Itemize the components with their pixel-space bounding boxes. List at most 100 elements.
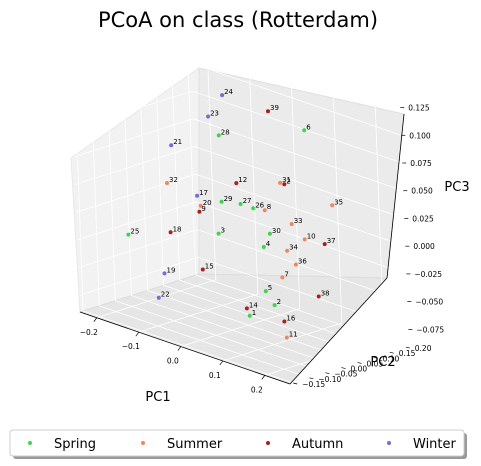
- legend-label: Spring: [54, 437, 96, 452]
- legend-box: [9, 429, 465, 457]
- legend-label: Winter: [413, 437, 457, 452]
- y-tick-mark: [309, 377, 314, 380]
- scatter-point: [266, 109, 270, 114]
- legend-label: Summer: [167, 437, 223, 452]
- point-label: 17: [199, 189, 208, 197]
- scatter-point: [285, 248, 290, 253]
- scatter-point: [282, 319, 287, 324]
- scatter-point: [220, 93, 225, 98]
- scatter-point: [169, 143, 174, 148]
- z-axis-line: [386, 113, 405, 279]
- point-label: 2: [277, 298, 281, 306]
- scatter-point: [216, 231, 221, 236]
- scatter-point: [302, 237, 307, 242]
- scatter-point: [263, 289, 268, 294]
- scatter-point: [293, 262, 298, 267]
- scatter-point: [272, 303, 277, 308]
- point-label: 28: [221, 128, 230, 136]
- point-label: 30: [272, 227, 281, 235]
- legend: Spring Summer Autumn Winter: [9, 429, 467, 459]
- point-label: 1: [252, 309, 256, 317]
- legend-marker: [266, 441, 270, 445]
- y-tick-mark: [293, 382, 298, 385]
- y-gridline: [154, 41, 374, 358]
- scatter-point: [262, 208, 267, 213]
- point-label: 11: [289, 331, 298, 339]
- y-tick-label: −0.15: [302, 380, 325, 389]
- point-label: 8: [267, 203, 271, 211]
- point-label: 27: [243, 197, 252, 205]
- y-tick-label: −0.05: [334, 370, 357, 379]
- x-gridline: [264, 93, 385, 376]
- scatter-point: [198, 203, 203, 208]
- scatter-point: [162, 271, 167, 276]
- scatter-point: [156, 295, 161, 300]
- scatter-point: [200, 267, 205, 272]
- point-label: 23: [210, 110, 219, 118]
- y-tick-label: 0.20: [415, 344, 432, 353]
- point-label: 6: [306, 123, 311, 131]
- point-label: 12: [238, 176, 247, 184]
- scatter-point: [278, 180, 283, 185]
- point-label: 21: [173, 138, 182, 146]
- point-label: 9: [201, 205, 205, 213]
- point-label: 14: [249, 301, 258, 309]
- scatter-point: [322, 242, 327, 247]
- x-tick-mark: [135, 331, 140, 337]
- x-tick-label: 0.1: [209, 371, 221, 380]
- x-tick-label: 0.2: [251, 385, 263, 394]
- y-tick-label: −0.10: [318, 375, 341, 384]
- z-tick-label: 0.100: [409, 131, 431, 140]
- z-tick-label: −0.050: [415, 298, 443, 307]
- point-label: 36: [298, 258, 307, 266]
- x-axis-line: [79, 311, 291, 385]
- point-label: 20: [203, 199, 212, 207]
- z-tick-label: 0.125: [408, 104, 430, 113]
- scatter-point: [126, 232, 131, 237]
- z-gridline: [78, 229, 408, 303]
- z-gridline: [74, 118, 404, 192]
- point-label: 33: [294, 217, 303, 225]
- point-label: 4: [266, 240, 271, 248]
- y-tick-label: 0.10: [383, 354, 400, 363]
- back-pane: [198, 67, 405, 279]
- scatter-point: [251, 206, 256, 211]
- x-tick-mark: [261, 375, 266, 380]
- z-tick-label: 0.025: [412, 214, 434, 223]
- scatter-point: [284, 335, 289, 340]
- point-label: 24: [224, 88, 233, 96]
- point-label: 31: [282, 176, 291, 184]
- scatter-point: [267, 231, 272, 236]
- axis-ticks: −0.2−0.10.00.10.2−0.15−0.10−0.050.000.05…: [80, 104, 445, 395]
- y-tick-label: 0.05: [367, 359, 384, 368]
- y-gridline: [105, 56, 326, 374]
- point-label: 22: [161, 291, 170, 299]
- point-label: 25: [130, 228, 139, 236]
- point-label: 19: [167, 266, 176, 274]
- point-label: 7: [284, 270, 288, 278]
- point-label: 10: [307, 232, 316, 240]
- scatter-point: [280, 275, 285, 280]
- x-tick-label: −0.1: [122, 342, 140, 351]
- point-label: 26: [255, 201, 264, 209]
- scatter-point: [282, 182, 287, 187]
- z-tick-label: −0.075: [416, 325, 444, 334]
- scatter-point: [244, 306, 249, 311]
- y-axis-label: PC2: [370, 355, 395, 370]
- z-gridline: [79, 256, 409, 330]
- scatter-point: [206, 114, 211, 119]
- axis-lines: [79, 113, 405, 385]
- point-label: 35: [334, 198, 343, 206]
- grid-lines: [71, 31, 409, 384]
- point-label: 18: [173, 225, 182, 233]
- y-tick-label: 0.15: [399, 349, 416, 358]
- x-tick-mark: [219, 360, 224, 366]
- y-tick-mark: [405, 346, 410, 349]
- chart-title: PCoA on class (Rotterdam): [98, 8, 378, 32]
- y-gridline: [89, 61, 310, 379]
- z-tick-label: 0.050: [411, 187, 433, 196]
- legend-marker: [387, 441, 391, 445]
- y-gridline: [73, 66, 294, 384]
- point-label: 32: [169, 176, 178, 184]
